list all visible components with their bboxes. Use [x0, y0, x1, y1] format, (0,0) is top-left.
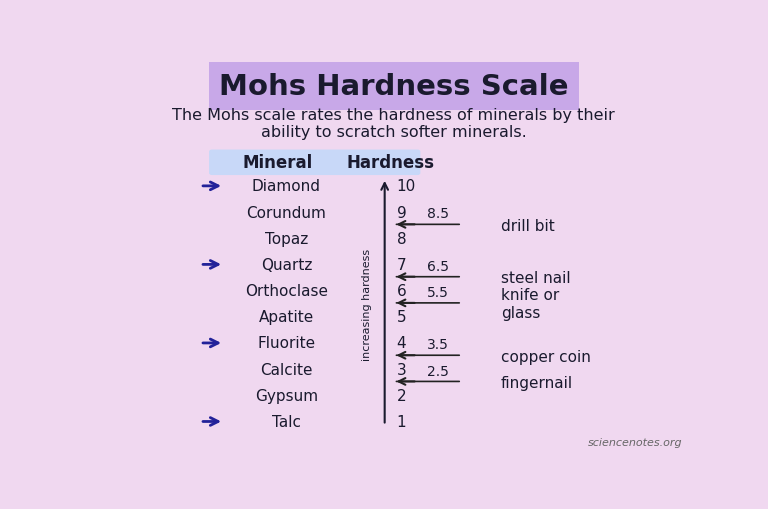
Text: fingernail: fingernail: [501, 375, 573, 390]
Text: 2.5: 2.5: [427, 364, 449, 378]
Text: Mohs Hardness Scale: Mohs Hardness Scale: [219, 73, 568, 101]
Text: Gypsum: Gypsum: [255, 388, 318, 403]
Text: Orthoclase: Orthoclase: [245, 284, 328, 298]
Text: The Mohs scale rates the hardness of minerals by their
ability to scratch softer: The Mohs scale rates the hardness of min…: [172, 107, 615, 140]
Text: Talc: Talc: [272, 414, 301, 429]
FancyBboxPatch shape: [209, 150, 420, 176]
Text: 7: 7: [396, 258, 406, 272]
Text: 6: 6: [396, 284, 406, 298]
Text: 5.5: 5.5: [427, 286, 449, 299]
Text: Topaz: Topaz: [265, 231, 308, 246]
Text: Apatite: Apatite: [259, 309, 314, 325]
Text: 3: 3: [396, 362, 406, 377]
Text: 8.5: 8.5: [427, 207, 449, 221]
Text: Corundum: Corundum: [247, 205, 326, 220]
Text: 1: 1: [396, 414, 406, 429]
Text: 6.5: 6.5: [427, 259, 449, 273]
Text: Calcite: Calcite: [260, 362, 313, 377]
Text: knife or
glass: knife or glass: [501, 288, 559, 320]
Text: 3.5: 3.5: [427, 337, 449, 352]
Text: Quartz: Quartz: [261, 258, 312, 272]
Text: steel nail: steel nail: [501, 270, 571, 286]
Text: drill bit: drill bit: [501, 218, 554, 233]
Text: 5: 5: [396, 309, 406, 325]
Text: sciencenotes.org: sciencenotes.org: [588, 437, 682, 447]
Text: Mineral: Mineral: [243, 154, 313, 172]
Text: increasing hardness: increasing hardness: [362, 248, 372, 360]
Text: Diamond: Diamond: [252, 179, 321, 194]
Text: 4: 4: [396, 336, 406, 351]
Text: Hardness: Hardness: [346, 154, 435, 172]
Text: 8: 8: [396, 231, 406, 246]
Text: 2: 2: [396, 388, 406, 403]
Text: 9: 9: [396, 205, 406, 220]
Text: 10: 10: [396, 179, 415, 194]
Text: Fluorite: Fluorite: [257, 336, 316, 351]
Text: copper coin: copper coin: [501, 349, 591, 364]
